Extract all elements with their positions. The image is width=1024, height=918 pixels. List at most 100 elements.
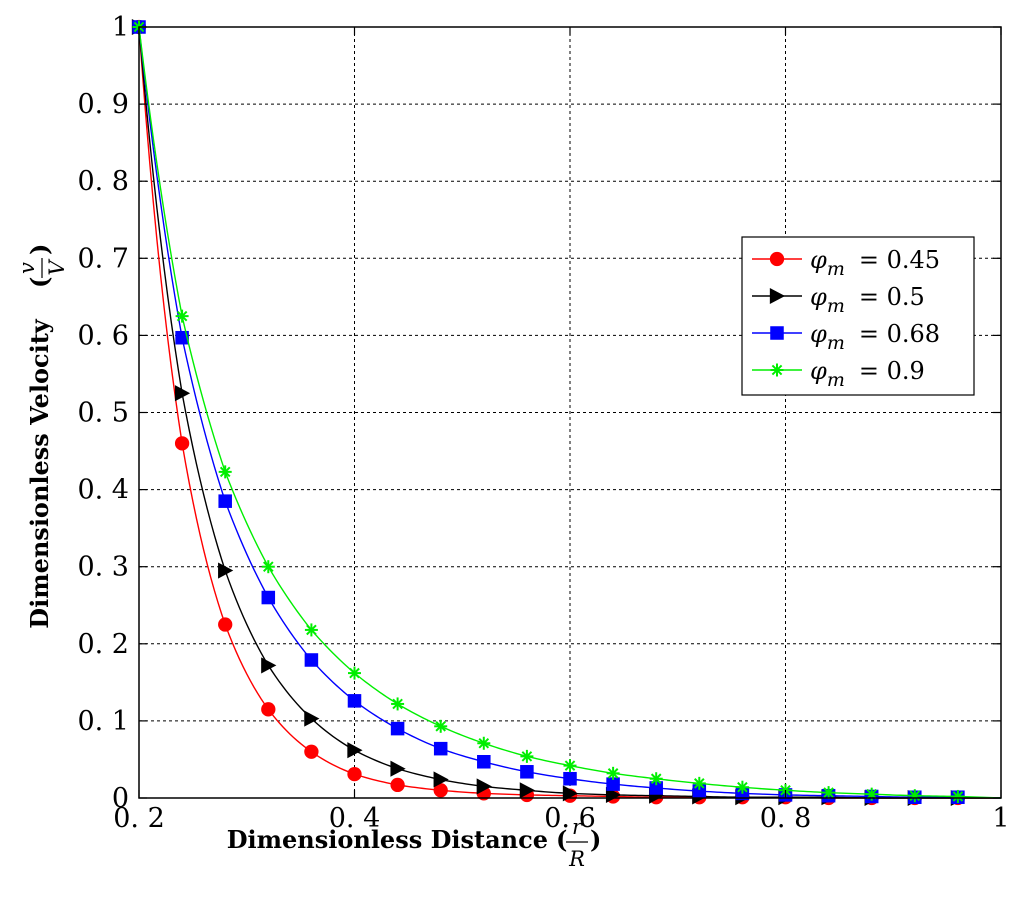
data-point: [175, 309, 189, 323]
legend-symbol: φ: [810, 283, 827, 311]
star-stroke: [909, 790, 921, 801]
legend-entry: φm = 0.68: [752, 320, 940, 354]
data-point: [174, 385, 191, 402]
legend-label: φm = 0.9: [810, 357, 925, 391]
data-point: [390, 777, 405, 793]
data-point: [433, 783, 448, 798]
star-stroke: [564, 760, 576, 771]
data-point: [605, 786, 622, 803]
y-axis-fraction-denominator: V: [45, 259, 69, 276]
data-point: [261, 560, 275, 574]
y-tick-label: 1: [112, 12, 129, 43]
data-point: [606, 777, 620, 791]
x-axis-title: Dimensionless Distance: [227, 825, 548, 854]
x-tick-label: 0. 4: [329, 803, 381, 834]
legend-value: = 0.68: [859, 320, 940, 348]
x-axis-open-paren: (: [556, 825, 567, 854]
legend-marker: [770, 326, 784, 340]
data-point: [174, 436, 190, 451]
star-stroke: [737, 781, 748, 793]
y-tick-label: 0. 1: [77, 706, 129, 737]
data-point: [520, 765, 534, 779]
y-tick-label: 0. 6: [77, 320, 129, 351]
legend-subscript: m: [827, 332, 845, 354]
data-point: [563, 759, 577, 773]
data-point: [261, 702, 276, 717]
data-point: [476, 778, 492, 795]
legend-entry: φm = 0.5: [752, 283, 925, 317]
y-tick-label: 0. 9: [77, 89, 129, 120]
star-stroke: [866, 788, 878, 800]
star-stroke: [952, 791, 964, 802]
star-stroke: [349, 667, 360, 679]
y-axis-open-paren: (: [25, 277, 54, 288]
data-point: [692, 776, 706, 790]
x-tick-label: 1: [992, 803, 1009, 834]
data-point: [347, 694, 362, 708]
legend-marker: [769, 287, 786, 305]
legend-value: = 0.9: [859, 357, 925, 385]
star-stroke: [693, 778, 705, 789]
star-stroke: [262, 561, 274, 573]
data-point: [822, 786, 836, 800]
data-point: [563, 771, 577, 786]
legend-label: φm = 0.45: [810, 246, 940, 280]
data-point: [908, 789, 922, 803]
grid: [139, 27, 1001, 798]
legend-symbol: φ: [810, 357, 827, 385]
y-tick-label: 0: [112, 783, 129, 814]
star-stroke: [771, 364, 783, 376]
legend-label: φm = 0.5: [810, 283, 925, 317]
x-tick-label: 0. 8: [760, 803, 812, 834]
data-point: [433, 741, 448, 756]
data-point: [261, 590, 276, 605]
x-axis-fraction-numerator: r: [572, 815, 584, 839]
data-point: [218, 562, 234, 579]
legend-marker: [769, 251, 785, 267]
legend-subscript: m: [827, 258, 845, 280]
y-tick-label: 0. 8: [77, 166, 129, 197]
x-axis-fraction-denominator: R: [568, 847, 585, 871]
legend-entry: φm = 0.9: [752, 357, 925, 391]
data-point: [347, 742, 363, 759]
legend-subscript: m: [827, 295, 845, 317]
y-axis-label: Dimensionless Velocity ( v V ): [15, 244, 69, 629]
data-point: [391, 697, 405, 711]
star-stroke: [392, 698, 403, 710]
data-point: [433, 771, 449, 788]
series-layer: [131, 18, 1002, 807]
data-point: [477, 736, 491, 750]
data-point: [390, 721, 405, 736]
data-point: [649, 781, 663, 795]
legend-symbol: φ: [810, 246, 827, 274]
data-point: [348, 666, 361, 680]
data-point: [390, 760, 406, 777]
star-stroke: [478, 737, 490, 749]
y-axis-fraction-numerator: v: [15, 262, 39, 274]
data-point: [261, 657, 277, 674]
data-point: [304, 653, 319, 667]
star-stroke: [435, 720, 447, 732]
data-point: [519, 782, 535, 799]
star-stroke: [823, 787, 834, 798]
legend-entry: φm = 0.45: [752, 246, 940, 280]
data-point: [304, 623, 318, 637]
star-stroke: [521, 751, 533, 762]
data-point: [951, 789, 965, 803]
data-point: [218, 494, 232, 508]
data-point: [477, 755, 491, 769]
y-tick-label: 0. 3: [77, 552, 129, 583]
data-point: [218, 617, 233, 632]
legend-value: = 0.45: [859, 246, 940, 274]
data-point: [304, 744, 319, 759]
star-stroke: [607, 768, 619, 779]
legend-label: φm = 0.68: [810, 320, 940, 354]
legend-subscript: m: [827, 369, 845, 391]
legend-symbol: φ: [810, 320, 827, 348]
star-stroke: [650, 773, 662, 785]
data-point: [175, 330, 189, 345]
x-axis-label: Dimensionless Distance ( r R ): [227, 815, 602, 871]
star-stroke: [306, 624, 317, 636]
